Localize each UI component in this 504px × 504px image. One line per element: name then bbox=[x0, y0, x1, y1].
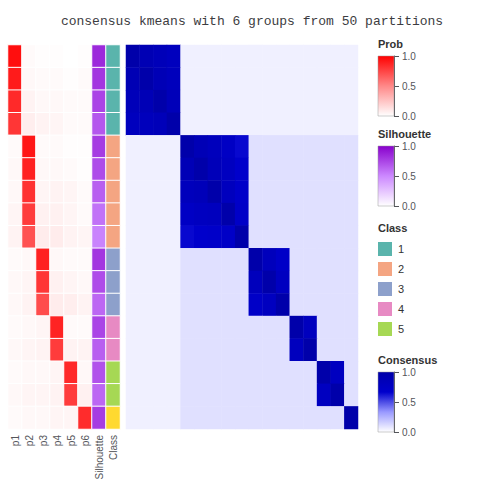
svg-text:Prob: Prob bbox=[378, 38, 403, 50]
svg-text:p6: p6 bbox=[80, 435, 91, 447]
svg-text:p2: p2 bbox=[24, 435, 35, 447]
svg-text:1.0: 1.0 bbox=[402, 367, 416, 378]
svg-text:Class: Class bbox=[108, 435, 119, 460]
svg-text:Silhouette: Silhouette bbox=[94, 435, 105, 480]
svg-text:consensus kmeans with 6 groups: consensus kmeans with 6 groups from 50 p… bbox=[61, 14, 443, 29]
svg-text:4: 4 bbox=[398, 303, 404, 315]
svg-text:p4: p4 bbox=[52, 435, 63, 447]
svg-text:5: 5 bbox=[398, 323, 404, 335]
svg-text:0.5: 0.5 bbox=[402, 81, 416, 92]
svg-text:0.5: 0.5 bbox=[402, 171, 416, 182]
svg-text:0.0: 0.0 bbox=[402, 111, 416, 122]
svg-text:1.0: 1.0 bbox=[402, 141, 416, 152]
svg-text:p1: p1 bbox=[10, 435, 21, 447]
svg-text:Silhouette: Silhouette bbox=[378, 128, 431, 140]
svg-text:1: 1 bbox=[398, 243, 404, 255]
svg-text:0.5: 0.5 bbox=[402, 397, 416, 408]
svg-text:3: 3 bbox=[398, 283, 404, 295]
svg-text:p5: p5 bbox=[66, 435, 77, 447]
svg-text:Class: Class bbox=[378, 222, 407, 234]
svg-text:p3: p3 bbox=[38, 435, 49, 447]
svg-text:1.0: 1.0 bbox=[402, 51, 416, 62]
svg-text:2: 2 bbox=[398, 263, 404, 275]
svg-text:0.0: 0.0 bbox=[402, 201, 416, 212]
svg-text:Consensus: Consensus bbox=[378, 354, 437, 366]
svg-text:0.0: 0.0 bbox=[402, 427, 416, 438]
